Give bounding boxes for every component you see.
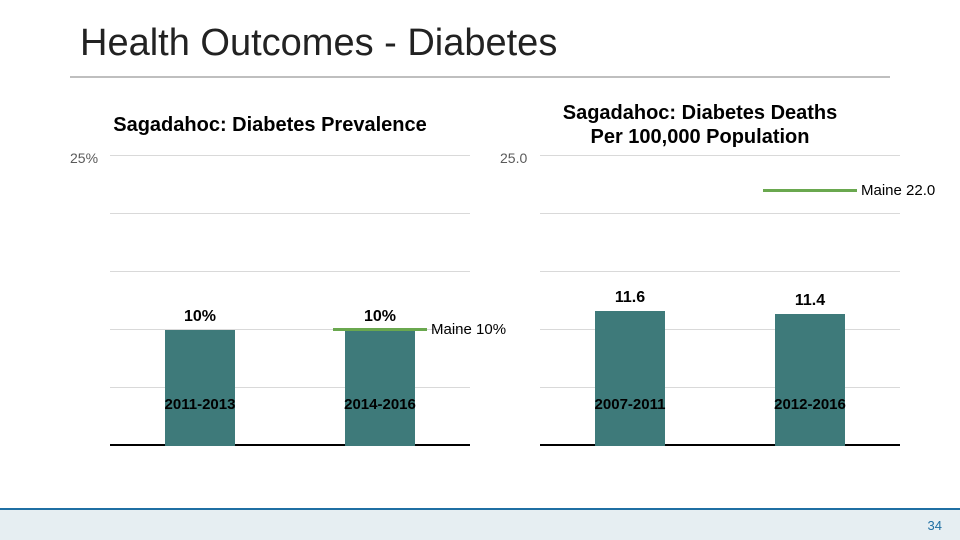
bar: 10% (165, 330, 235, 446)
x-axis-label: 2007-2011 (570, 396, 690, 413)
maine-reference-line (333, 328, 427, 331)
y-axis-max: 25% (70, 150, 98, 166)
footer-bar: 34 (0, 508, 960, 540)
bar-value-label: 10% (364, 308, 396, 326)
x-axis (540, 444, 900, 446)
grid-line (540, 213, 900, 214)
bar-value-label: 10% (184, 308, 216, 326)
x-axis-label: 2011-2013 (140, 396, 260, 413)
bar: 11.4 (775, 314, 845, 446)
maine-reference-line (763, 189, 857, 192)
bar-value-label: 11.4 (795, 292, 825, 310)
chart-title: Sagadahoc: Diabetes Deaths Per 100,000 P… (500, 98, 900, 152)
page-number: 34 (928, 518, 942, 533)
x-axis (110, 444, 470, 446)
bar: 11.6 (595, 311, 665, 446)
maine-reference-label: Maine 10% (431, 321, 506, 338)
bar: 10% (345, 330, 415, 446)
prevalence-chart: Sagadahoc: Diabetes Prevalence 25% 10% 10… (70, 98, 470, 478)
grid-line (110, 271, 470, 272)
chart-title: Sagadahoc: Diabetes Prevalence (70, 98, 470, 152)
y-axis-max: 25.0 (500, 150, 527, 166)
grid-line (540, 329, 900, 330)
deaths-chart: Sagadahoc: Diabetes Deaths Per 100,000 P… (500, 98, 900, 478)
grid-line (110, 387, 470, 388)
x-axis-label: 2012-2016 (750, 396, 870, 413)
grid-line (540, 271, 900, 272)
grid-line (110, 155, 470, 156)
bar-value-label: 11.6 (615, 289, 645, 307)
maine-reference-label: Maine 22.0 (861, 182, 935, 199)
slide-title: Health Outcomes - Diabetes (80, 22, 557, 65)
x-axis-label: 2014-2016 (320, 396, 440, 413)
grid-line (540, 387, 900, 388)
grid-line (540, 155, 900, 156)
title-rule (70, 76, 890, 78)
grid-line (110, 213, 470, 214)
